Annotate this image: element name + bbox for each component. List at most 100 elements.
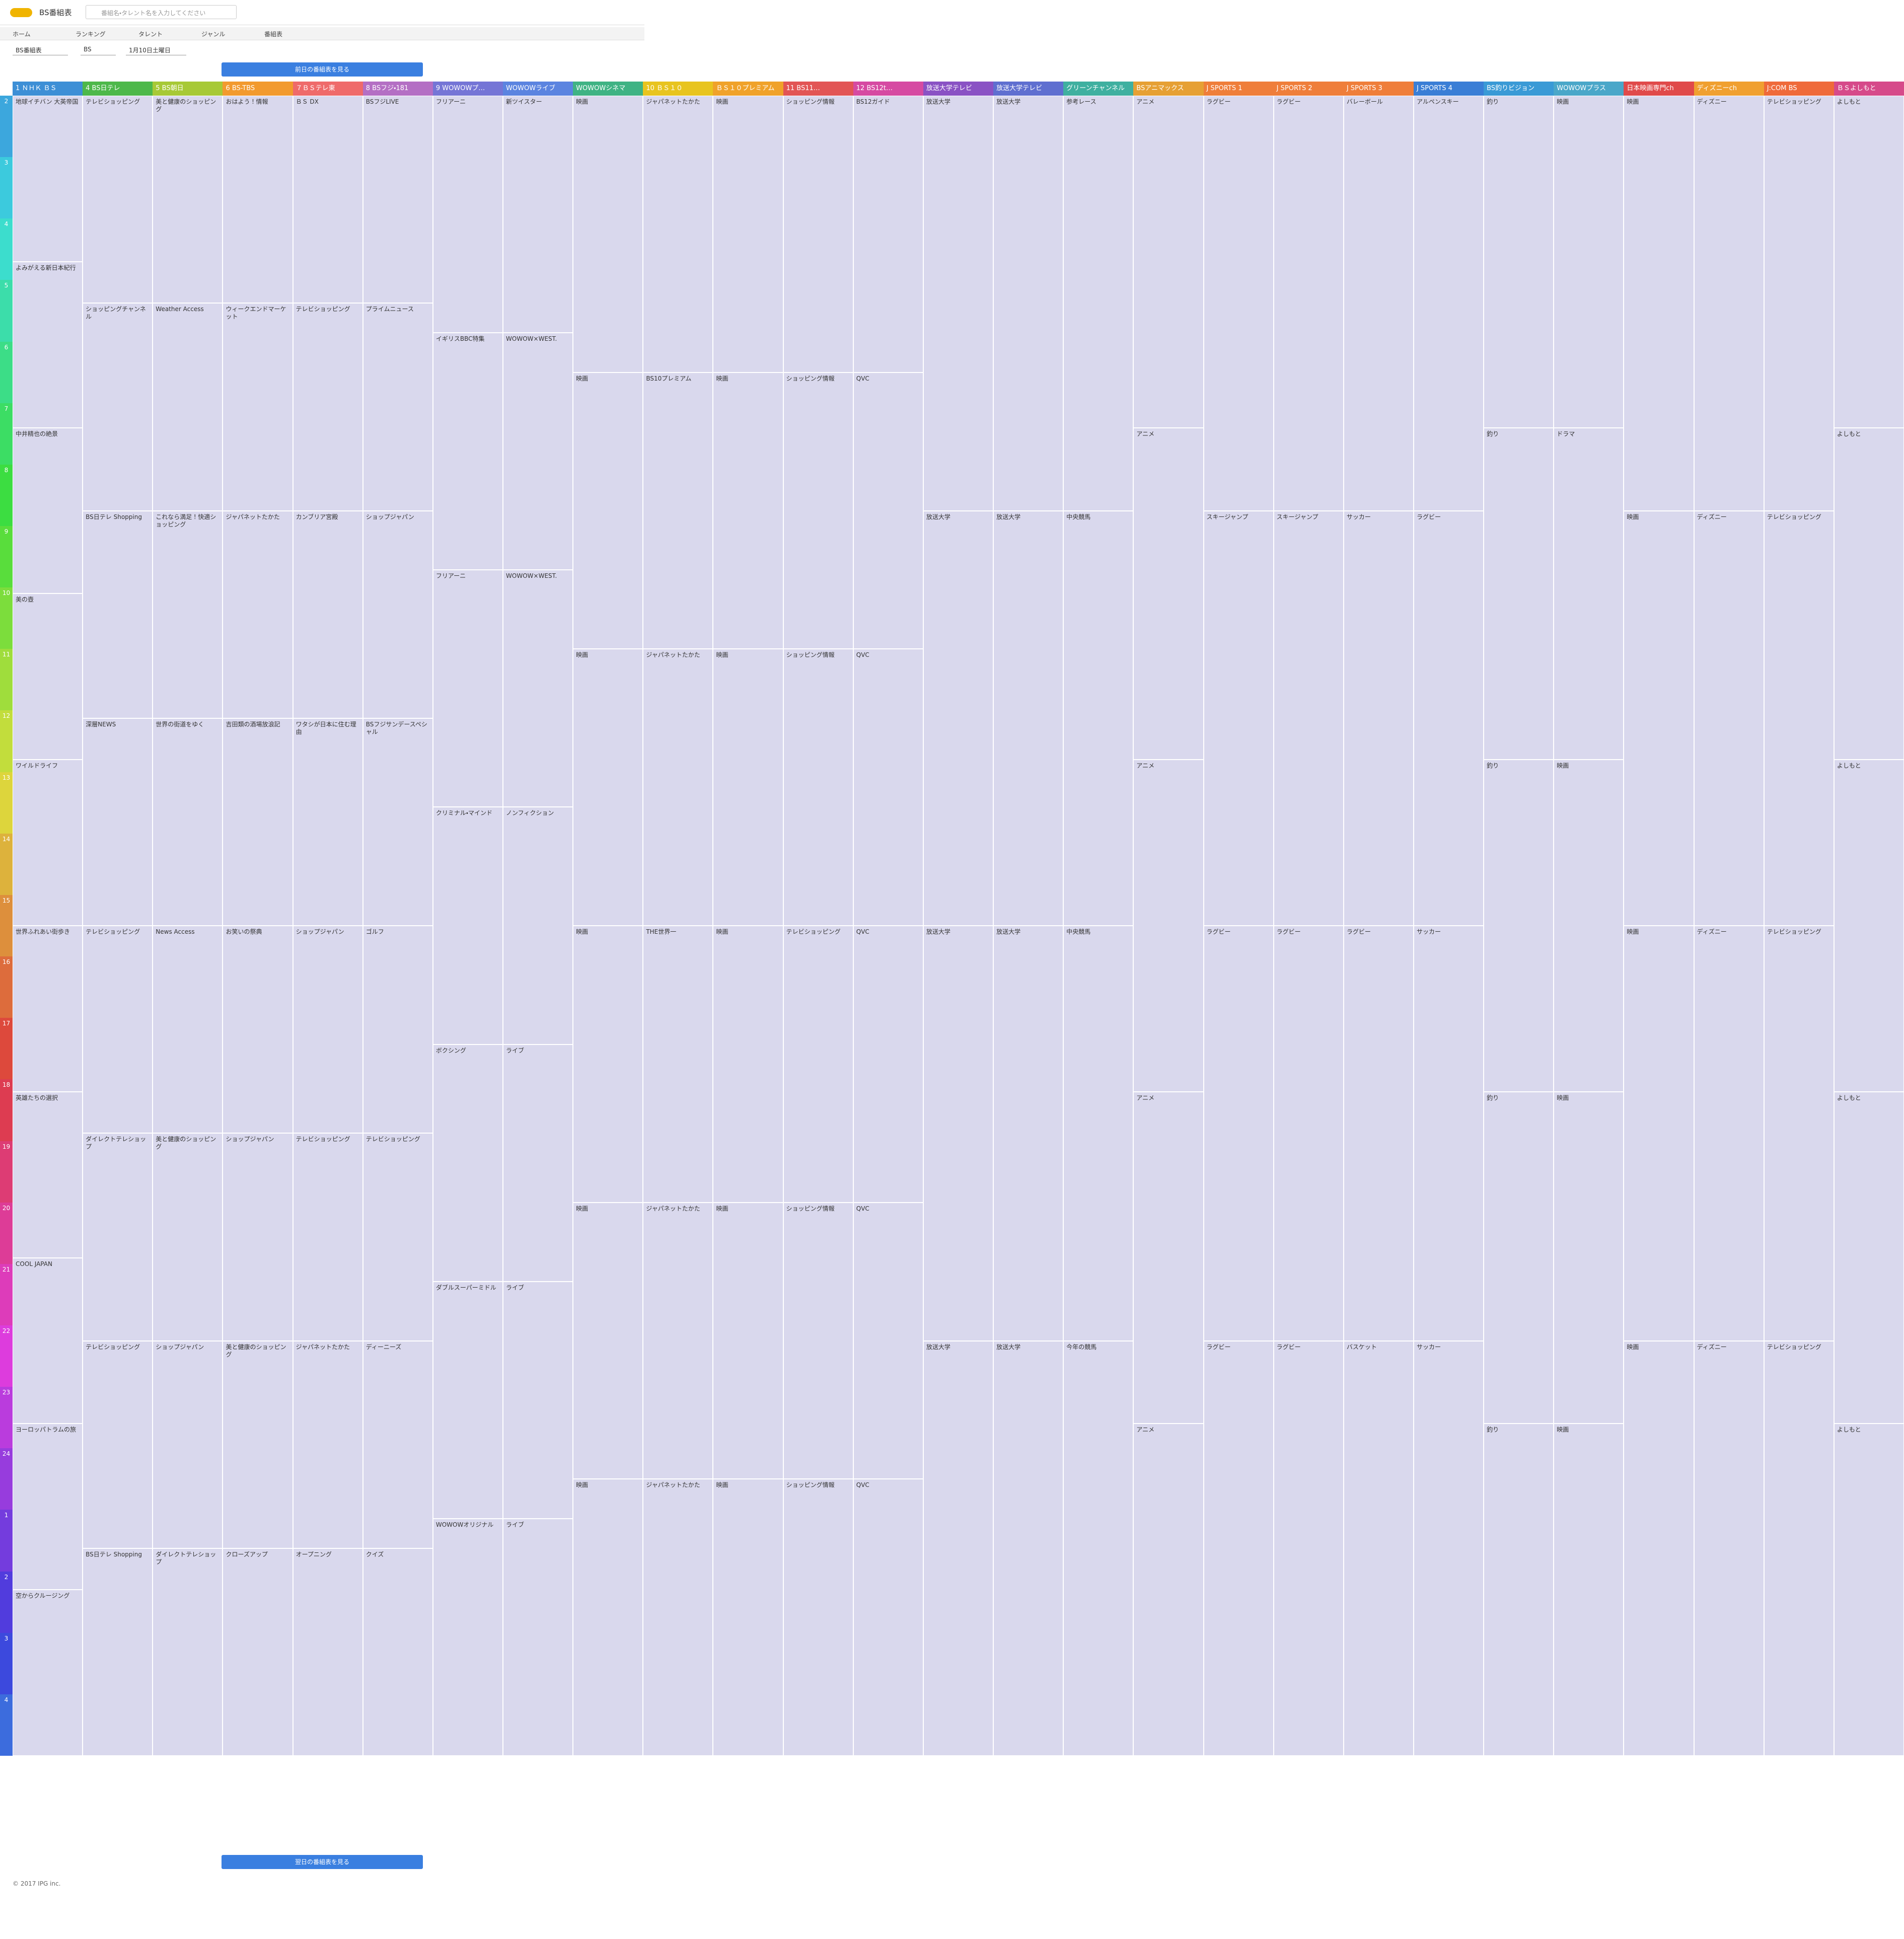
program-cell[interactable]: ディズニー [1694,510,1764,926]
program-cell[interactable]: 映画 [1624,1340,1694,1756]
channel-header[interactable]: 放送大学テレビ [923,82,994,96]
channel-header[interactable]: 10 ＢＳ１０ [643,82,713,96]
program-cell[interactable]: ラグビー [1273,96,1344,511]
program-cell[interactable]: スキージャンプ [1273,510,1344,926]
program-cell[interactable]: ジャパネットたかた [643,1479,713,1756]
program-cell[interactable]: クローズアップ [223,1548,293,1756]
program-cell[interactable]: QVC [853,372,923,649]
channel-header[interactable]: ＢＳ１０プレミアム [713,82,783,96]
program-cell[interactable]: ダブルスーパーミドル [432,1281,503,1519]
program-cell[interactable]: ノンフィクション [503,807,573,1045]
program-cell[interactable]: 映画 [573,649,643,926]
program-cell[interactable]: クイズ [362,1548,433,1756]
program-cell[interactable]: 映画 [713,372,783,649]
program-cell[interactable]: BSフジLIVE [362,96,433,304]
program-cell[interactable]: フリアーニ [432,570,503,807]
program-cell[interactable]: 放送大学 [993,96,1064,511]
program-cell[interactable]: ディーニーズ [362,1340,433,1548]
channel-header[interactable]: ＢＳよしもと [1834,82,1904,96]
next-day-button[interactable]: 翌日の番組表を見る [222,1855,423,1869]
program-cell[interactable]: 中央競馬 [1063,926,1134,1341]
program-cell[interactable]: 美の壺 [13,593,83,760]
program-cell[interactable]: ディズニー [1694,926,1764,1341]
channel-header[interactable]: J SPORTS 4 [1413,82,1484,96]
select[interactable]: BS番組表 [13,44,68,55]
program-cell[interactable]: COOL JAPAN [13,1257,83,1424]
channel-header[interactable]: 放送大学テレビ [993,82,1064,96]
channel-header[interactable]: ディズニーch [1694,82,1764,96]
channel-header[interactable]: 4 BS日テレ [83,82,153,96]
program-cell[interactable]: BS12ガイド [853,96,923,372]
channel-header[interactable]: J SPORTS 3 [1343,82,1414,96]
program-cell[interactable]: 映画 [1554,1091,1624,1424]
program-cell[interactable]: ボクシング [432,1044,503,1282]
program-cell[interactable]: ディズニー [1694,96,1764,511]
program-cell[interactable]: ダイレクトテレショップ [83,1133,153,1341]
program-cell[interactable]: 映画 [1624,926,1694,1341]
channel-header[interactable]: 11 BS11… [783,82,853,96]
channel-header[interactable]: 9 WOWOWプ… [432,82,503,96]
program-cell[interactable]: BS日テレ Shopping [83,1548,153,1756]
program-cell[interactable]: テレビショッピング [1764,926,1834,1341]
program-cell[interactable]: BS10プレミアム [643,372,713,649]
search-box[interactable]: 番組名・タレント名を入力してください [86,5,237,19]
program-cell[interactable]: 中井精也の絶景 [13,427,83,594]
program-cell[interactable]: QVC [853,926,923,1203]
program-cell[interactable]: 放送大学 [923,1340,994,1756]
program-cell[interactable]: QVC [853,1479,923,1756]
program-cell[interactable]: よみがえる新日本紀行 [13,261,83,428]
channel-header[interactable]: WOWOWライブ [503,82,573,96]
program-cell[interactable]: テレビショッピング [83,926,153,1134]
program-cell[interactable]: THE世界一 [643,926,713,1203]
channel-header[interactable]: BS釣りビジョン [1484,82,1554,96]
program-cell[interactable]: BS日テレ Shopping [83,510,153,718]
program-cell[interactable]: ライブ [503,1281,573,1519]
nav-item[interactable]: 番組表 [264,31,283,38]
program-cell[interactable]: アルペンスキー [1413,96,1484,511]
program-cell[interactable]: WOWOWオリジナル [432,1518,503,1756]
program-cell[interactable]: ウィークエンドマーケット [223,303,293,511]
program-cell[interactable]: カンブリア宮殿 [292,510,363,718]
program-cell[interactable]: ワイルドライフ [13,760,83,926]
program-cell[interactable]: ラグビー [1273,1340,1344,1756]
channel-header[interactable]: BSアニマックス [1133,82,1204,96]
program-cell[interactable]: オープニング [292,1548,363,1756]
program-cell[interactable]: テレビショッピング [362,1133,433,1341]
program-cell[interactable]: ラグビー [1203,96,1274,511]
channel-header[interactable]: WOWOWシネマ [573,82,643,96]
program-cell[interactable]: バスケット [1343,1340,1414,1756]
program-cell[interactable]: バレーボール [1343,96,1414,511]
program-cell[interactable]: ショップジャパン [292,926,363,1134]
program-cell[interactable]: よしもと [1834,96,1904,428]
program-cell[interactable]: ショッピング情報 [783,1202,853,1479]
program-cell[interactable]: 空からクルージング [13,1590,83,1756]
program-cell[interactable]: 美と健康のショッピング [153,1133,223,1341]
nav-item[interactable]: タレント [138,31,163,38]
prev-day-button[interactable]: 前日の番組表を見る [222,62,423,77]
program-cell[interactable]: ライブ [503,1044,573,1282]
program-cell[interactable]: よしもと [1834,427,1904,760]
program-cell[interactable]: テレビショッピング [1764,510,1834,926]
program-cell[interactable]: テレビショッピング [1764,96,1834,511]
program-cell[interactable]: おはよう！情報 [223,96,293,304]
program-cell[interactable]: アニメ [1133,760,1204,1092]
program-cell[interactable]: 映画 [1554,760,1624,1092]
program-cell[interactable]: 今年の競馬 [1063,1340,1134,1756]
program-cell[interactable]: サッカー [1413,1340,1484,1756]
program-cell[interactable]: 釣り [1484,1424,1554,1756]
channel-header[interactable]: 日本映画専門ch [1624,82,1694,96]
program-cell[interactable]: ショッピングチャンネル [83,303,153,511]
program-cell[interactable]: アニメ [1133,427,1204,760]
program-cell[interactable]: ジャパネットたかた [643,96,713,372]
program-cell[interactable]: 映画 [1624,510,1694,926]
program-cell[interactable]: 釣り [1484,760,1554,1092]
channel-header[interactable]: 8 BSフジ・181 [362,82,433,96]
program-cell[interactable]: 放送大学 [923,926,994,1341]
program-cell[interactable]: 放送大学 [923,510,994,926]
program-cell[interactable]: 吉田類の酒場放浪記 [223,718,293,926]
channel-header[interactable]: WOWOWプラス [1554,82,1624,96]
program-cell[interactable]: ショッピング情報 [783,96,853,372]
program-cell[interactable]: ショップジャパン [153,1340,223,1548]
program-cell[interactable]: 世界の街道をゆく [153,718,223,926]
nav-item[interactable]: ホーム [13,31,31,38]
